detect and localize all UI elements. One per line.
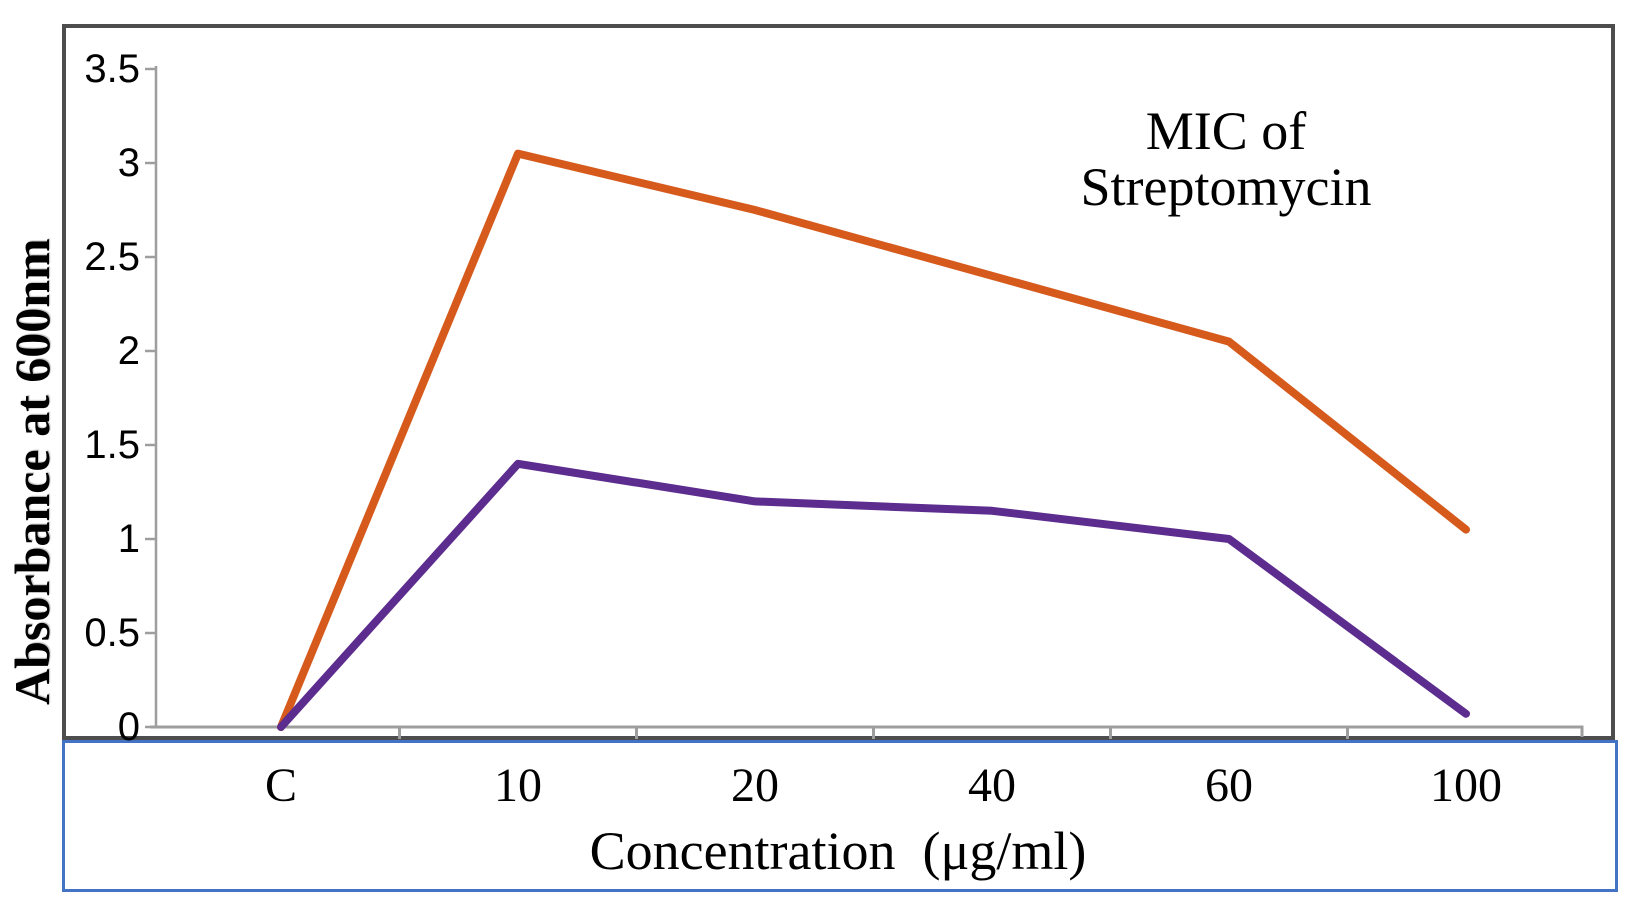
x-tick-label: 20	[731, 759, 779, 812]
x-tick-label: 100	[1430, 759, 1502, 812]
y-tick-label: 1	[117, 517, 140, 561]
y-tick-label: 0	[117, 705, 140, 749]
x-axis-line	[150, 725, 1584, 737]
x-tick-label: 40	[968, 759, 1016, 812]
y-tick-label: 2	[117, 329, 140, 373]
x-axis-title: Concentration (μg/ml)	[589, 821, 1087, 881]
y-tick-label: 2.5	[84, 235, 140, 279]
y-axis-title: Absorbance at 600nm	[4, 238, 60, 706]
x-axis-label-band	[62, 740, 1618, 892]
y-tick-label: 0.5	[84, 611, 140, 655]
y-tick-label: 3	[117, 141, 140, 185]
y-tick-label: 1.5	[84, 423, 140, 467]
chart-title: MIC of Streptomycin	[1080, 101, 1372, 217]
lower-purple-series	[277, 459, 1470, 731]
x-tick-label: 10	[494, 759, 542, 812]
upper-orange-series	[277, 149, 1470, 731]
x-tick-label: 60	[1205, 759, 1253, 812]
y-tick-label: 3.5	[84, 47, 140, 91]
x-tick-label: C	[264, 759, 297, 812]
